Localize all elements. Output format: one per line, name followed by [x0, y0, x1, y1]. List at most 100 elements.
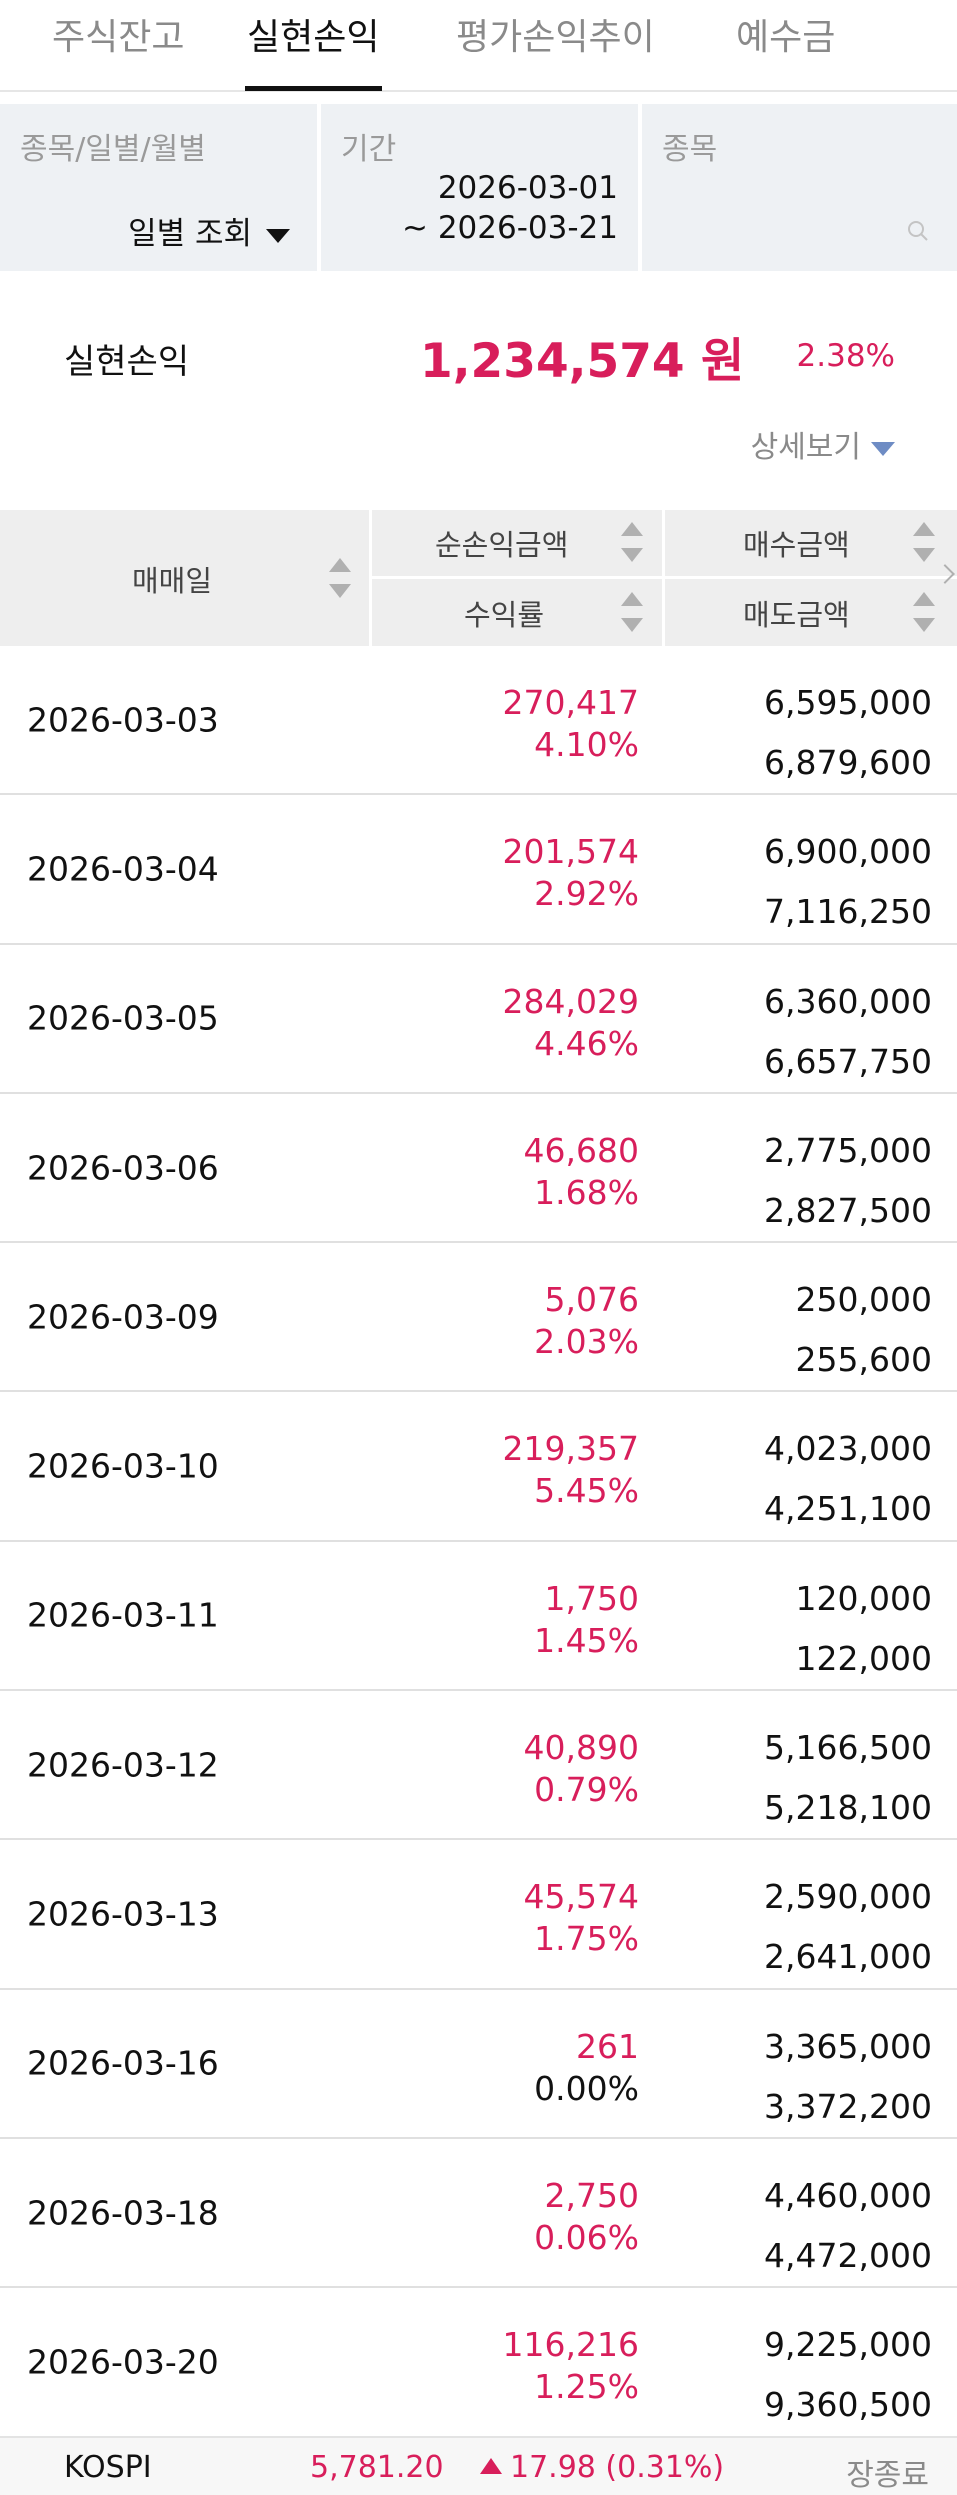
header-divider — [372, 576, 957, 579]
row-net-pl: 284,029 — [503, 981, 639, 1023]
row-rate: 0.79% — [534, 1769, 639, 1811]
row-net-pl: 46,680 — [524, 1130, 639, 1172]
table-row[interactable]: 2026-03-18 2,750 0.06% 4,460,000 4,472,000 — [0, 2139, 957, 2288]
row-sell-amount: 6,879,600 — [764, 742, 932, 784]
row-sell-amount: 122,000 — [796, 1638, 932, 1680]
index-name: KOSPI — [64, 2450, 152, 2485]
tab-stock-balance[interactable]: 주식잔고 — [52, 8, 184, 60]
row-buy-amount: 120,000 — [796, 1578, 932, 1620]
row-sell-amount: 5,218,100 — [764, 1787, 932, 1829]
row-sell-amount: 4,472,000 — [764, 2235, 932, 2277]
row-buy-amount: 9,225,000 — [764, 2324, 932, 2366]
table-row[interactable]: 2026-03-04 201,574 2.92% 6,900,000 7,116,250 — [0, 795, 957, 944]
table-row[interactable]: 2026-03-03 270,417 4.10% 6,595,000 6,879,600 — [0, 646, 957, 795]
table-row[interactable]: 2026-03-12 40,890 0.79% 5,166,500 5,218,100 — [0, 1691, 957, 1840]
row-date: 2026-03-20 — [27, 2342, 219, 2381]
index-value: 5,781.20 — [310, 2450, 444, 2485]
row-date: 2026-03-16 — [27, 2044, 219, 2083]
view-mode-value[interactable]: 일별 조회 — [128, 208, 290, 253]
header-sell-amount[interactable]: 매도금액 — [743, 592, 850, 634]
stock-search[interactable]: 종목 — [642, 104, 957, 271]
sort-sell-icon[interactable] — [913, 592, 935, 632]
header-date[interactable]: 매매일 — [132, 558, 212, 600]
row-buy-amount: 4,460,000 — [764, 2175, 932, 2217]
row-buy-amount: 250,000 — [796, 1279, 932, 1321]
row-buy-amount: 5,166,500 — [764, 1727, 932, 1769]
row-date: 2026-03-11 — [27, 1596, 219, 1635]
row-net-pl: 261 — [576, 2026, 639, 2068]
row-rate: 5.45% — [534, 1470, 639, 1512]
table-row[interactable]: 2026-03-05 284,029 4.46% 6,360,000 6,657,750 — [0, 945, 957, 1094]
row-net-pl: 5,076 — [545, 1279, 639, 1321]
row-sell-amount: 7,116,250 — [764, 891, 932, 933]
row-rate: 1.45% — [534, 1620, 639, 1662]
row-sell-amount: 9,360,500 — [764, 2384, 932, 2426]
row-net-pl: 40,890 — [524, 1727, 639, 1769]
table-row[interactable]: 2026-03-16 261 0.00% 3,365,000 3,372,200 — [0, 1990, 957, 2139]
view-mode-label: 종목/일별/월별 — [20, 124, 206, 168]
row-rate: 0.00% — [534, 2068, 639, 2110]
row-date: 2026-03-18 — [27, 2193, 219, 2232]
table-row[interactable]: 2026-03-09 5,076 2.03% 250,000 255,600 — [0, 1243, 957, 1392]
row-buy-amount: 3,365,000 — [764, 2026, 932, 2068]
filter-bar: 종목/일별/월별 일별 조회 기간 2026-03-01 ~ 2026-03-2… — [0, 104, 957, 271]
row-date: 2026-03-10 — [27, 1447, 219, 1486]
row-net-pl: 270,417 — [503, 682, 639, 724]
table-row[interactable]: 2026-03-20 116,216 1.25% 9,225,000 9,360,500 — [0, 2288, 957, 2437]
row-date: 2026-03-06 — [27, 1148, 219, 1187]
sort-net-pl-icon[interactable] — [621, 522, 643, 562]
row-net-pl: 1,750 — [545, 1578, 639, 1620]
index-ticker[interactable]: KOSPI 5,781.20 17.98 (0.31%) 장종료 — [0, 2436, 957, 2495]
row-buy-amount: 6,900,000 — [764, 831, 932, 873]
tab-deposit[interactable]: 예수금 — [736, 8, 835, 60]
header-net-pl[interactable]: 순손익금액 — [435, 522, 568, 564]
tab-valuation-trend[interactable]: 평가손익추이 — [456, 8, 655, 60]
tab-bar: 주식잔고 실현손익 평가손익추이 예수금 — [0, 0, 957, 92]
header-buy-amount[interactable]: 매수금액 — [743, 522, 850, 564]
sort-date-icon[interactable] — [329, 558, 351, 598]
row-sell-amount: 4,251,100 — [764, 1488, 932, 1530]
row-sell-amount: 6,657,750 — [764, 1041, 932, 1083]
tab-realized-pl[interactable]: 실현손익 — [247, 8, 379, 60]
detail-view-button[interactable]: 상세보기 — [751, 422, 895, 466]
row-net-pl: 219,357 — [503, 1428, 639, 1470]
search-icon[interactable] — [907, 220, 929, 242]
row-sell-amount: 2,827,500 — [764, 1190, 932, 1232]
sort-buy-icon[interactable] — [913, 522, 935, 562]
row-sell-amount: 255,600 — [796, 1339, 932, 1381]
row-date: 2026-03-13 — [27, 1895, 219, 1934]
sort-rate-icon[interactable] — [621, 592, 643, 632]
row-rate: 1.75% — [534, 1918, 639, 1960]
row-rate: 0.06% — [534, 2217, 639, 2259]
summary-label: 실현손익 — [64, 334, 189, 383]
row-net-pl: 2,750 — [545, 2175, 639, 2217]
row-buy-amount: 6,360,000 — [764, 981, 932, 1023]
row-net-pl: 116,216 — [503, 2324, 639, 2366]
table-body: 2026-03-03 270,417 4.10% 6,595,000 6,879,600… — [0, 646, 957, 2438]
row-net-pl: 45,574 — [524, 1876, 639, 1918]
table-row[interactable]: 2026-03-11 1,750 1.45% 120,000 122,000 — [0, 1542, 957, 1691]
row-sell-amount: 3,372,200 — [764, 2086, 932, 2128]
table-row[interactable]: 2026-03-06 46,680 1.68% 2,775,000 2,827,500 — [0, 1094, 957, 1243]
chevron-down-icon — [871, 442, 895, 456]
period-selector[interactable]: 기간 2026-03-01 ~ 2026-03-21 — [321, 104, 638, 271]
row-net-pl: 201,574 — [503, 831, 639, 873]
header-rate[interactable]: 수익률 — [464, 592, 544, 634]
row-date: 2026-03-03 — [27, 700, 219, 739]
row-date: 2026-03-09 — [27, 1297, 219, 1336]
row-buy-amount: 2,590,000 — [764, 1876, 932, 1918]
row-date: 2026-03-04 — [27, 849, 219, 888]
stock-label: 종목 — [662, 124, 717, 168]
table-row[interactable]: 2026-03-13 45,574 1.75% 2,590,000 2,641,000 — [0, 1840, 957, 1989]
row-rate: 2.92% — [534, 873, 639, 915]
index-change: 17.98 (0.31%) — [480, 2450, 724, 2485]
row-buy-amount: 4,023,000 — [764, 1428, 932, 1470]
active-tab-indicator — [245, 86, 382, 91]
table-row[interactable]: 2026-03-10 219,357 5.45% 4,023,000 4,251,100 — [0, 1392, 957, 1541]
row-rate: 2.03% — [534, 1321, 639, 1363]
up-arrow-icon — [480, 2458, 502, 2474]
view-mode-selector[interactable]: 종목/일별/월별 일별 조회 — [0, 104, 317, 271]
summary-amount: 1,234,574 원 — [420, 322, 744, 391]
row-rate: 1.25% — [534, 2366, 639, 2408]
row-rate: 4.10% — [534, 724, 639, 766]
